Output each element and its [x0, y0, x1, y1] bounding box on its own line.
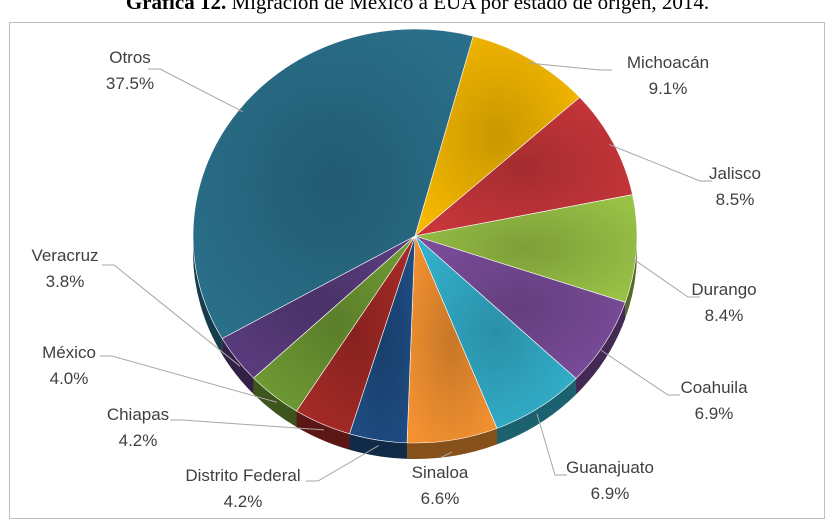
leader-line-coahuila	[601, 349, 680, 396]
leader-line-chiapas	[170, 419, 325, 431]
pie-slice-michoacan	[414, 35, 581, 237]
slice-label-mexico: México	[42, 343, 96, 362]
pie-slice-side-sinaloa	[407, 428, 498, 459]
leader-line-michoacan	[528, 62, 612, 71]
leader-line-veracruz	[102, 264, 241, 367]
pie-slice-jalisco	[413, 96, 633, 237]
pie-slice-otros	[192, 28, 474, 339]
leader-line-sinaloa	[439, 451, 453, 459]
slice-value-sinaloa: 6.6%	[421, 489, 460, 508]
slice-labels: Michoacán 9.1% Jalisco 8.5% Durango 8.4% Coahu…	[31, 48, 761, 511]
slice-value-coahuila: 6.9%	[695, 404, 734, 423]
slice-value-chiapas: 4.2%	[119, 431, 158, 450]
slice-value-guanajuato: 6.9%	[591, 484, 630, 503]
pie-depth	[193, 236, 637, 459]
figure-caption: Migración de México a EUA por estado de …	[231, 0, 710, 14]
pie-slice-durango	[414, 194, 638, 303]
slice-value-otros: 37.5%	[106, 74, 154, 93]
slice-label-chiapas: Chiapas	[107, 405, 169, 424]
leader-line-guanajuato	[536, 413, 567, 476]
slice-value-jalisco: 8.5%	[716, 190, 755, 209]
pie-slices	[192, 28, 638, 444]
slice-label-sinaloa: Sinaloa	[412, 463, 469, 482]
chart-title: Gráfica 12. Migración de México a EUA po…	[0, 0, 835, 14]
pie-slice-side-veracruz	[222, 338, 254, 395]
pie-slice-side-otros	[193, 236, 223, 355]
slice-label-jalisco: Jalisco	[709, 164, 761, 183]
slice-label-guanajuato: Guanajuato	[566, 458, 654, 477]
slice-value-distrito-federal: 4.2%	[224, 492, 263, 511]
slice-label-durango: Durango	[691, 280, 756, 299]
slice-label-distrito-federal: Distrito Federal	[185, 466, 300, 485]
pie-slice-side-mexico	[253, 378, 297, 428]
leader-lines	[100, 62, 712, 482]
leader-line-mexico	[100, 355, 277, 403]
slice-label-michoacan: Michoacán	[627, 53, 709, 72]
pie-slice-side-coahuila	[576, 302, 626, 395]
slice-value-veracruz: 3.8%	[46, 272, 85, 291]
chart-frame	[9, 22, 825, 519]
pie-slice-side-chiapas	[296, 411, 350, 450]
slice-value-mexico: 4.0%	[50, 369, 89, 388]
figure-number: Gráfica 12.	[125, 0, 227, 14]
leader-line-durango	[631, 257, 700, 298]
slice-value-michoacan: 9.1%	[649, 79, 688, 98]
slice-label-coahuila: Coahuila	[680, 378, 748, 397]
leader-line-jalisco	[608, 144, 712, 182]
slice-label-veracruz: Veracruz	[31, 246, 98, 265]
slice-label-otros: Otros	[109, 48, 151, 67]
leader-line-distrito-federal	[306, 445, 379, 482]
pie-slice-side-guanajuato	[497, 378, 577, 445]
slice-value-durango: 8.4%	[705, 306, 744, 325]
leader-line-otros	[148, 68, 244, 113]
pie-slice-side-durango	[625, 236, 637, 319]
